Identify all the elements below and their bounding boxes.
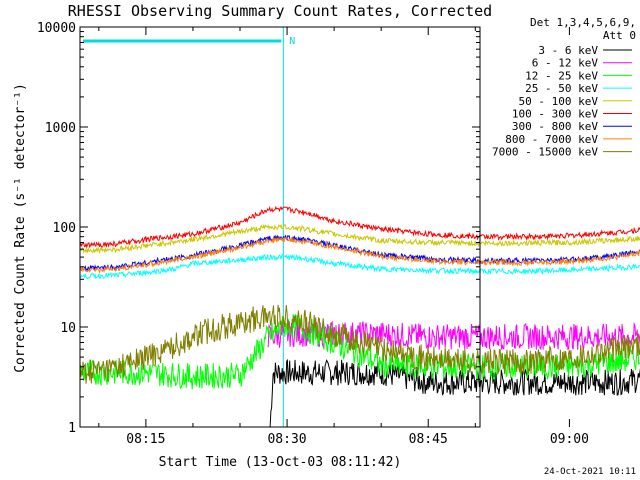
series-line-4 (79, 223, 640, 255)
legend-label: 300 - 800 keV (512, 120, 598, 133)
series-lines (79, 205, 640, 428)
series-line-0 (269, 358, 640, 428)
series-line-3 (79, 253, 640, 280)
chart-title: RHESSI Observing Summary Count Rates, Co… (68, 2, 492, 20)
legend-label: 7000 - 15000 keV (492, 146, 598, 159)
legend-label: 100 - 300 keV (512, 108, 598, 121)
legend-label: 12 - 25 keV (525, 69, 598, 82)
y-tick-label: 1 (68, 421, 76, 436)
y-tick-label: 100 (53, 221, 76, 236)
legend-label: 25 - 50 keV (525, 82, 598, 95)
series-line-2 (79, 313, 640, 390)
x-axis-label: Start Time (13-Oct-03 08:11:42) (159, 455, 402, 470)
series-line-8 (79, 304, 640, 384)
timestamp: 24-Oct-2021 10:11 (544, 467, 636, 477)
y-tick-label: 10 (60, 321, 76, 336)
y-tick-label: 1000 (45, 121, 76, 136)
x-tick-label: 09:00 (550, 432, 589, 447)
night-marker-label: N (289, 36, 295, 47)
series-line-7 (79, 236, 640, 274)
legend-label: 6 - 12 keV (532, 57, 599, 70)
legend-label: 3 - 6 keV (538, 44, 598, 57)
x-tick-label: 08:15 (126, 432, 165, 447)
x-tick-label: 08:30 (267, 432, 306, 447)
x-tick-label: 08:45 (409, 432, 448, 447)
y-axis-label: Corrected Count Rate (s⁻¹ detector⁻¹) (13, 83, 28, 373)
legend-title-line-2: Att 0 (603, 29, 636, 42)
legend-label: 50 - 100 keV (519, 95, 599, 108)
series-line-1 (267, 320, 640, 351)
legend-label: 800 - 7000 keV (505, 133, 598, 146)
legend-title-line-1: Det 1,3,4,5,6,9, (530, 16, 636, 29)
axes: 11010010001000008:1508:3008:4509:0009:15… (37, 21, 589, 447)
series-line-5 (79, 205, 640, 250)
y-tick-label: 10000 (37, 21, 76, 36)
